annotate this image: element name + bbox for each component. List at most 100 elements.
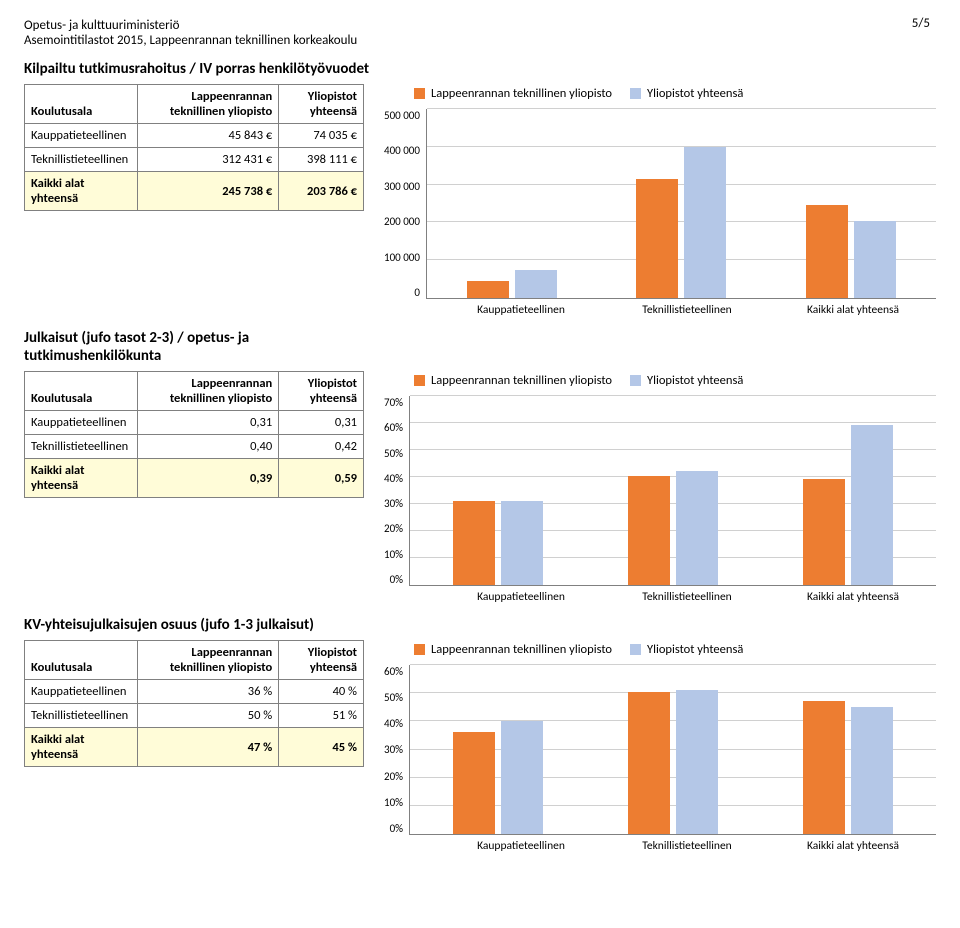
table-row-total: Kaikki alat yhteensä 245 738 € 203 786 €	[25, 172, 364, 211]
cell: 0,39	[138, 459, 279, 498]
bar-series-b	[501, 721, 543, 834]
cell: 0,59	[279, 459, 364, 498]
th-col3: Yliopistot yhteensä	[279, 372, 364, 411]
th-col1: Koulutusala	[25, 641, 138, 680]
cell: Teknillistieteellinen	[25, 704, 138, 728]
ytick-label: 0%	[390, 573, 403, 586]
header-line1: Opetus- ja kulttuuriministeriö	[24, 18, 936, 33]
xtick-label: Kauppatieteellinen	[438, 835, 604, 853]
section3-title: KV-yhteisujulkaisujen osuus (jufo 1-3 ju…	[24, 616, 936, 634]
bar-group	[427, 109, 597, 298]
cell: 0,40	[138, 435, 279, 459]
ytick-label: 40%	[384, 717, 403, 730]
cell: Teknillistieteellinen	[25, 148, 138, 172]
table-row: Kauppatieteellinen 45 843 € 74 035 €	[25, 124, 364, 148]
chart-yaxis: 60%50%40%30%20%10%0%	[384, 665, 409, 835]
bar-group	[761, 396, 936, 585]
xtick-label: Teknillistieteellinen	[604, 299, 770, 317]
bar-series-b	[501, 501, 543, 585]
legend-swatch-a	[414, 644, 425, 655]
bar-group	[761, 665, 936, 834]
bar-series-b	[515, 270, 557, 298]
table-row-total: Kaikki alat yhteensä 47 % 45 %	[25, 728, 364, 767]
cell: Teknillistieteellinen	[25, 435, 138, 459]
bar-series-a	[467, 281, 509, 298]
chart-xaxis: KauppatieteellinenTeknillistieteellinenK…	[438, 835, 936, 853]
ytick-label: 10%	[384, 796, 403, 809]
legend-label-b: Yliopistot yhteensä	[647, 86, 743, 101]
cell: Kauppatieteellinen	[25, 680, 138, 704]
chart-yaxis: 500 000400 000300 000200 000100 0000	[384, 109, 426, 299]
xtick-label: Kaikki alat yhteensä	[770, 586, 936, 604]
section2-table: Koulutusala Lappeenrannan teknillinen yl…	[24, 371, 364, 498]
legend-swatch-b	[630, 88, 641, 99]
table-row: Kauppatieteellinen 36 % 40 %	[25, 680, 364, 704]
section1-table: Koulutusala Lappeenrannan teknillinen yl…	[24, 84, 364, 211]
section1-title: Kilpailtu tutkimusrahoitus / IV porras h…	[24, 60, 936, 78]
legend-item-a: Lappeenrannan teknillinen yliopisto	[414, 86, 612, 101]
table-row: Teknillistieteellinen 50 % 51 %	[25, 704, 364, 728]
bar-group	[585, 396, 760, 585]
cell: Kaikki alat yhteensä	[25, 172, 138, 211]
section1-chart: Lappeenrannan teknillinen yliopisto Yliop…	[384, 84, 936, 317]
ytick-label: 10%	[384, 548, 403, 561]
xtick-label: Teknillistieteellinen	[604, 586, 770, 604]
ytick-label: 20%	[384, 522, 403, 535]
bar-series-a	[453, 501, 495, 585]
chart-yaxis: 70%60%50%40%30%20%10%0%	[384, 396, 409, 586]
section3-table: Koulutusala Lappeenrannan teknillinen yl…	[24, 640, 364, 767]
cell: Kauppatieteellinen	[25, 124, 138, 148]
cell: 398 111 €	[279, 148, 364, 172]
ytick-label: 0	[414, 286, 420, 299]
th-col1: Koulutusala	[25, 372, 138, 411]
cell: 74 035 €	[279, 124, 364, 148]
cell: 45 %	[279, 728, 364, 767]
legend-swatch-b	[630, 375, 641, 386]
cell: 0,31	[279, 411, 364, 435]
section3-chart: Lappeenrannan teknillinen yliopistoYliop…	[384, 640, 936, 853]
cell: Kaikki alat yhteensä	[25, 459, 138, 498]
table-row: Teknillistieteellinen 0,40 0,42	[25, 435, 364, 459]
cell: 50 %	[138, 704, 279, 728]
ytick-label: 30%	[384, 497, 403, 510]
cell: 36 %	[138, 680, 279, 704]
xtick-label: Teknillistieteellinen	[604, 835, 770, 853]
bar-series-b	[854, 221, 896, 298]
legend-label-b: Yliopistot yhteensä	[647, 373, 743, 388]
cell: 51 %	[279, 704, 364, 728]
page-number: 5/5	[912, 16, 930, 31]
bar-series-b	[676, 690, 718, 835]
xtick-label: Kauppatieteellinen	[438, 586, 604, 604]
bar-series-a	[803, 479, 845, 585]
cell: 0,42	[279, 435, 364, 459]
ytick-label: 100 000	[384, 251, 420, 264]
bar-group	[585, 665, 760, 834]
ytick-label: 20%	[384, 770, 403, 783]
legend-label-a: Lappeenrannan teknillinen yliopisto	[431, 86, 612, 101]
table-row: Kauppatieteellinen 0,31 0,31	[25, 411, 364, 435]
ytick-label: 40%	[384, 472, 403, 485]
bar-series-a	[636, 179, 678, 298]
cell: 45 843 €	[138, 124, 279, 148]
chart-xaxis: KauppatieteellinenTeknillistieteellinenK…	[438, 586, 936, 604]
chart-plot	[409, 665, 936, 835]
chart-plot	[426, 109, 936, 299]
table-row: Teknillistieteellinen 312 431 € 398 111 …	[25, 148, 364, 172]
cell: 312 431 €	[138, 148, 279, 172]
header-line2: Asemointitilastot 2015, Lappeenrannan te…	[24, 33, 936, 48]
bar-series-b	[851, 707, 893, 835]
bar-group	[410, 396, 585, 585]
th-col3: Yliopistot yhteensä	[279, 85, 364, 124]
legend-swatch-b	[630, 644, 641, 655]
ytick-label: 0%	[390, 822, 403, 835]
th-col2: Lappeenrannan teknillinen yliopisto	[138, 641, 279, 680]
bar-series-b	[676, 471, 718, 585]
th-col1: Koulutusala	[25, 85, 138, 124]
legend-item-a: Lappeenrannan teknillinen yliopisto	[414, 373, 612, 388]
legend-item-b: Yliopistot yhteensä	[630, 642, 743, 657]
bar-series-a	[803, 701, 845, 834]
chart-legend: Lappeenrannan teknillinen yliopisto Yliop…	[414, 86, 936, 101]
bar-series-a	[806, 205, 848, 298]
ytick-label: 200 000	[384, 215, 420, 228]
cell: 0,31	[138, 411, 279, 435]
